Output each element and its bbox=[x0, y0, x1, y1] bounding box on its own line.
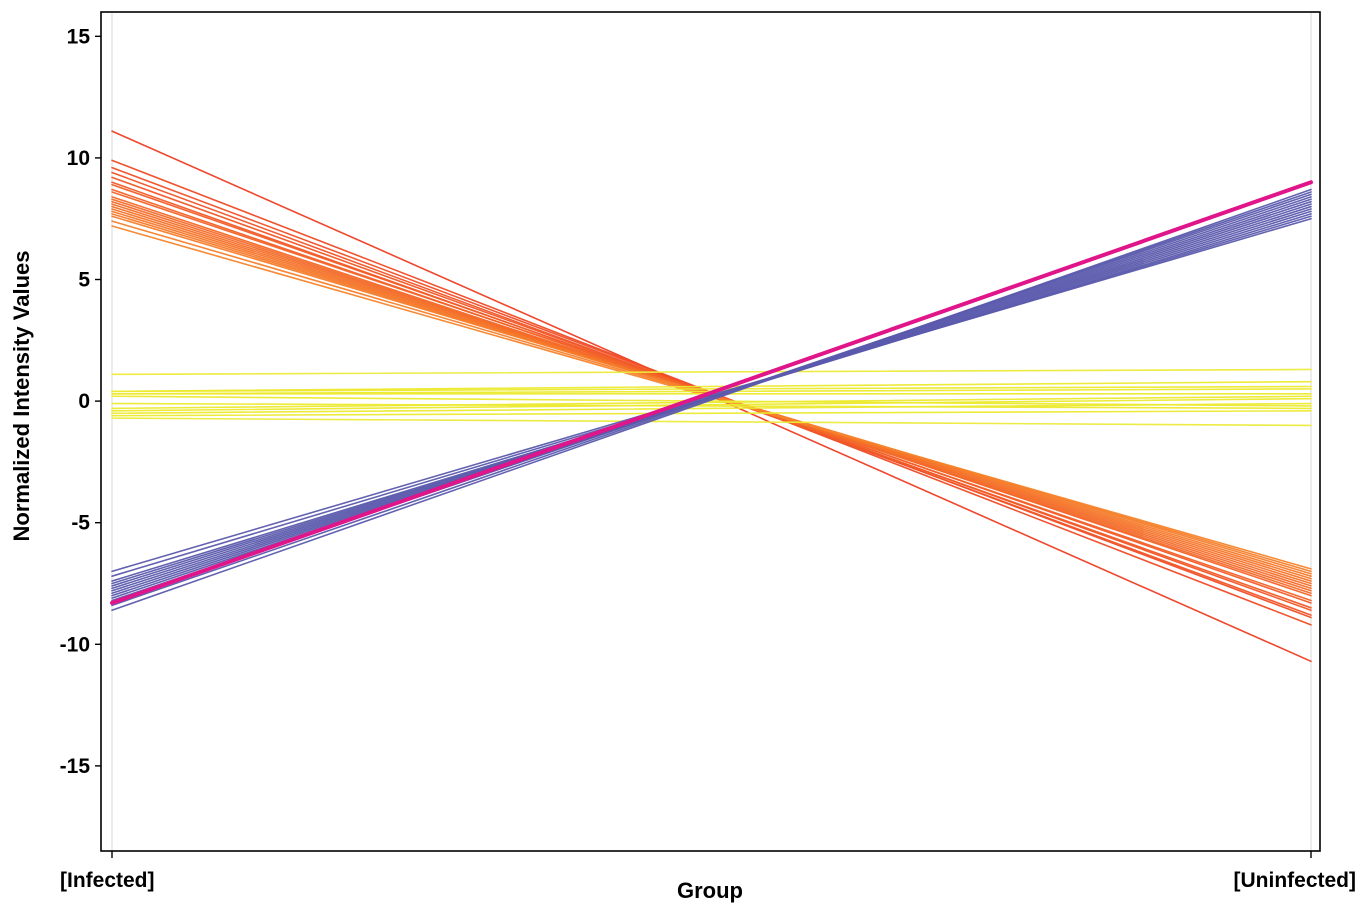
series-layer bbox=[110, 130, 1313, 663]
x-tick-label: [Infected] bbox=[60, 869, 155, 892]
x-tick-label: [Uninfected] bbox=[1234, 869, 1357, 892]
y-tick-label: -15 bbox=[60, 755, 91, 778]
plot-frame bbox=[100, 11, 1321, 852]
series-line-21 bbox=[111, 368, 1312, 376]
series-line-32 bbox=[111, 417, 1312, 427]
series-line-26 bbox=[111, 395, 1312, 407]
series-line-31 bbox=[111, 410, 1312, 417]
series-line-29 bbox=[111, 397, 1312, 412]
y-tick-label: 15 bbox=[67, 25, 91, 48]
series-line-30 bbox=[111, 402, 1312, 415]
plot-background bbox=[101, 12, 1320, 851]
series-line-22 bbox=[111, 380, 1312, 393]
y-tick-label: -5 bbox=[71, 512, 90, 535]
y-tick-label: 5 bbox=[78, 269, 90, 292]
series-line-34 bbox=[111, 215, 1312, 577]
series-line-highlight bbox=[110, 180, 1313, 605]
x-axis: [Infected] [Uninfected] bbox=[60, 851, 1356, 892]
series-line-27 bbox=[111, 402, 1312, 410]
series-line-45 bbox=[111, 188, 1312, 612]
series-line-28 bbox=[111, 395, 1312, 410]
x-axis-title: Group bbox=[677, 878, 743, 903]
series-line-44 bbox=[111, 191, 1312, 607]
y-axis: -15 -10 -5 0 5 10 15 bbox=[60, 25, 101, 778]
y-tick-label: 10 bbox=[67, 147, 90, 170]
y-axis-title: Normalized Intensity Values bbox=[9, 251, 34, 542]
series-line-33 bbox=[111, 217, 1312, 573]
y-tick-label: 0 bbox=[78, 390, 90, 413]
y-tick-label: -10 bbox=[60, 633, 90, 656]
series-line-23 bbox=[111, 385, 1312, 393]
